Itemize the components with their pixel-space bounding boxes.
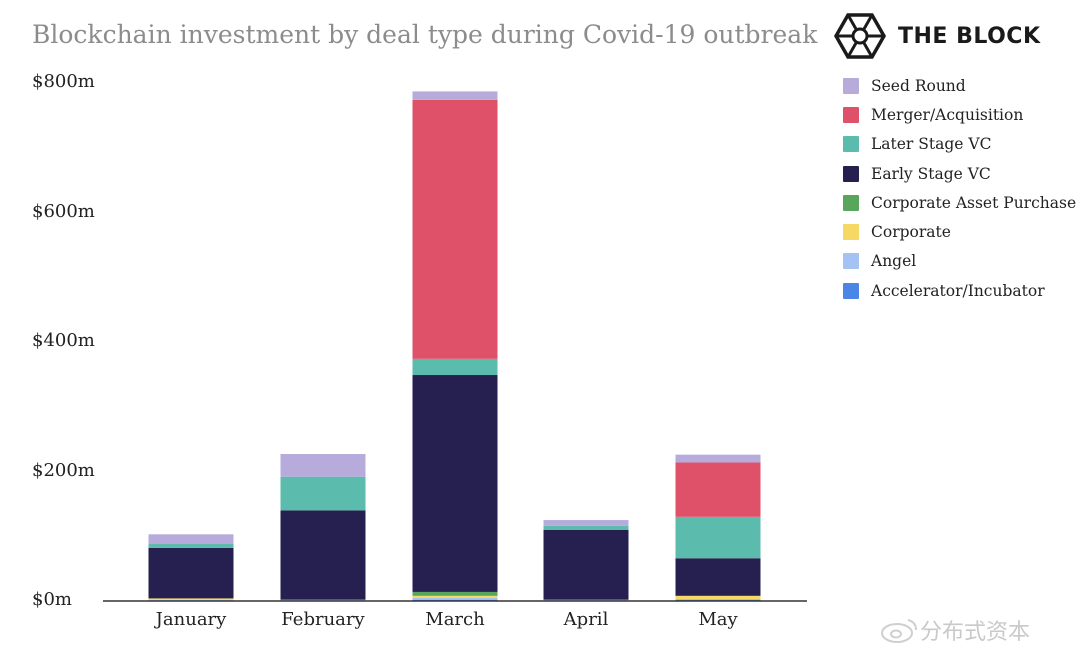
bar-april-angel [543, 599, 629, 601]
legend-swatch [843, 224, 859, 241]
bar-january-angel [148, 599, 234, 601]
bar-march-angel [412, 597, 498, 600]
chart-legend: Seed Round Merger/Acquisition Later Stage … [843, 71, 1076, 305]
bar-january-later-stage-vc [148, 544, 234, 548]
legend-item-accelerator-incubator: Accelerator/Incubator [843, 276, 1076, 305]
legend-label: Seed Round [871, 76, 966, 95]
legend-item-later-stage-vc: Later Stage VC [843, 130, 1076, 159]
y-tick-label: $200m [32, 459, 95, 481]
x-tick-label-april: April [563, 609, 609, 630]
legend-swatch [843, 165, 859, 182]
weibo-icon [881, 619, 917, 643]
x-tick-label-may: May [698, 609, 738, 630]
y-tick-label: $600m [32, 200, 95, 222]
x-tick-label-january: January [155, 609, 227, 630]
x-tick-label-february: February [281, 609, 365, 630]
bar-february-early-stage-vc [280, 510, 366, 600]
legend-swatch [843, 77, 859, 94]
brand-logo: THE BLOCK [834, 12, 1041, 60]
bar-february-seed-round [280, 454, 366, 477]
bar-april-later-stage-vc [543, 525, 629, 530]
bar-january-seed-round [148, 534, 234, 545]
bar-april-seed-round [543, 520, 629, 526]
legend-item-merger-acquisition: Merger/Acquisition [843, 100, 1076, 129]
bar-may-merger-acquisition [675, 462, 761, 517]
legend-label: Accelerator/Incubator [871, 281, 1045, 300]
legend-item-early-stage-vc: Early Stage VC [843, 159, 1076, 188]
bar-march-corporate [412, 595, 498, 598]
legend-label: Angel [871, 252, 917, 271]
legend-item-corporate: Corporate [843, 217, 1076, 246]
x-tick-label-march: March [425, 609, 485, 630]
brand-name: THE BLOCK [898, 23, 1041, 49]
legend-swatch [843, 282, 859, 299]
bar-january-early-stage-vc [148, 547, 234, 599]
bar-may-corporate [675, 595, 761, 600]
y-tick-label: $800m [32, 71, 95, 92]
bar-february-angel [280, 599, 366, 601]
cube-icon [834, 13, 886, 59]
bar-february-later-stage-vc [280, 476, 366, 511]
bar-january-corporate [148, 598, 234, 600]
watermark-text: 分布式资本 [920, 620, 1031, 645]
y-tick-label: $400m [32, 330, 95, 351]
legend-label: Early Stage VC [871, 164, 991, 183]
bar-march-later-stage-vc [412, 358, 498, 376]
legend-swatch [843, 253, 859, 270]
bar-march-merger-acquisition [412, 99, 498, 359]
chart-title: Blockchain investment by deal type durin… [32, 20, 818, 49]
legend-label: Later Stage VC [871, 135, 992, 154]
legend-label: Corporate [871, 223, 951, 242]
legend-swatch [843, 106, 859, 123]
bar-may-angel [675, 599, 761, 600]
bar-may-early-stage-vc [675, 558, 761, 596]
legend-item-corporate-asset-purchase: Corporate Asset Purchase [843, 188, 1076, 217]
bar-april-early-stage-vc [543, 529, 629, 600]
bar-march-corporate-asset-purchase [412, 591, 498, 596]
legend-item-seed-round: Seed Round [843, 71, 1076, 100]
bar-may-later-stage-vc [675, 516, 761, 559]
legend-swatch [843, 194, 859, 211]
watermark: 分布式资本 [880, 614, 1030, 646]
legend-label: Merger/Acquisition [871, 105, 1024, 124]
legend-swatch [843, 136, 859, 153]
bar-march-early-stage-vc [412, 375, 498, 592]
bar-march-seed-round [412, 91, 498, 100]
bar-may-seed-round [675, 454, 761, 463]
y-tick-label: $0m [32, 589, 72, 610]
legend-label: Corporate Asset Purchase [871, 193, 1077, 212]
legend-item-angel: Angel [843, 247, 1076, 276]
